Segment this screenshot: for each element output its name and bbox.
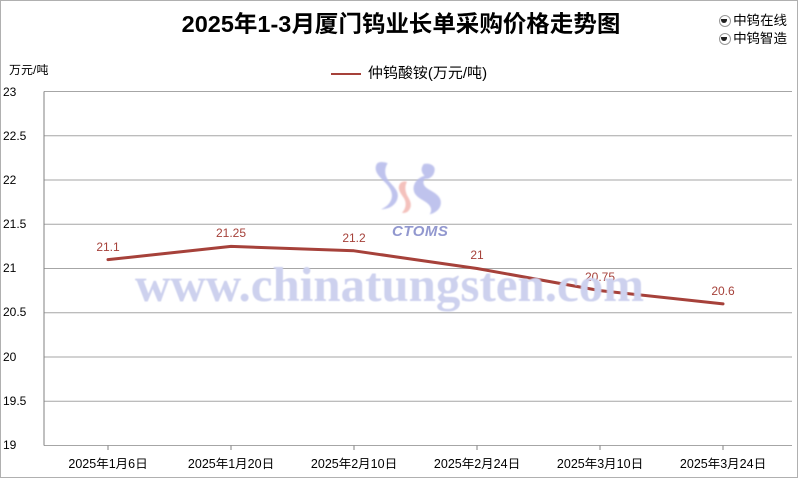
- svg-text:20.6: 20.6: [711, 284, 735, 298]
- svg-text:21.25: 21.25: [216, 226, 246, 240]
- svg-text:21.1: 21.1: [96, 240, 120, 254]
